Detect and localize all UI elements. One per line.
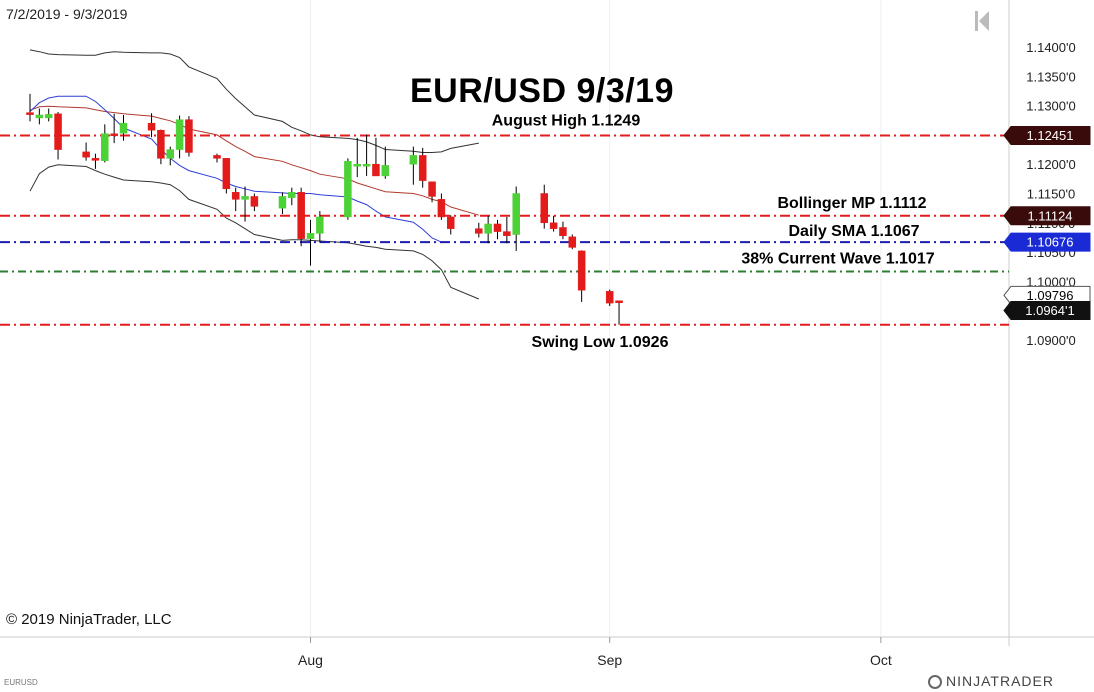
candle-body — [475, 228, 483, 234]
candle-body — [381, 165, 390, 177]
y-tick-label: 1.1300'0 — [1026, 99, 1075, 114]
candle-body — [344, 161, 352, 218]
candle-body — [110, 133, 118, 136]
candle-body — [222, 158, 231, 190]
candle-body — [250, 196, 259, 207]
annotation-daily-sma: Daily SMA 1.1067 — [788, 223, 919, 240]
price-tag-label: 1.0964'1 — [1025, 303, 1074, 318]
price-tag — [1003, 232, 1091, 252]
candle-body — [82, 151, 90, 158]
candle-body — [91, 158, 100, 161]
level-annotations: August High 1.1249 Bollinger MP 1.1112 Dai… — [492, 112, 935, 350]
candle-body — [493, 223, 502, 232]
candle-body — [147, 122, 156, 131]
candle-body — [503, 231, 511, 236]
candle-body — [409, 155, 418, 165]
candle-body — [447, 216, 455, 229]
horizontal-levels — [0, 134, 1009, 326]
candle-body — [213, 155, 221, 159]
candle-body — [540, 193, 548, 224]
candle-body — [512, 193, 520, 235]
candle-body — [549, 222, 558, 229]
candle-body — [316, 216, 324, 234]
instrument-symbol: EURUSD — [4, 678, 38, 687]
candle-body — [577, 250, 586, 291]
candle-body — [297, 192, 305, 239]
y-tick-label: 1.1350'0 — [1026, 69, 1075, 84]
y-tick-label: 1.0900'0 — [1026, 333, 1075, 348]
candle-body — [353, 163, 361, 167]
price-tag — [1003, 206, 1091, 226]
annotation-swing-low: Swing Low 1.0926 — [532, 334, 669, 351]
candle-body — [26, 112, 34, 115]
price-tag — [1003, 300, 1091, 320]
annotation-38-current-wave: 38% Current Wave 1.1017 — [741, 250, 934, 267]
candle-body — [119, 122, 128, 134]
candlesticks — [26, 93, 623, 325]
copyright-text: © 2019 NinjaTrader, LLC — [6, 611, 172, 628]
collapse-panel-icon[interactable] — [974, 10, 990, 32]
candle-body — [166, 149, 174, 159]
y-tick-label: 1.1200'0 — [1026, 157, 1075, 172]
ninjatrader-logo: NINJATRADER — [928, 673, 1054, 689]
daily-sma-line — [29, 95, 442, 243]
date-range: 7/2/2019 - 9/3/2019 — [6, 6, 128, 22]
price-tag-label: 1.09796 — [1027, 288, 1074, 303]
x-axis: Aug Sep Oct — [298, 637, 892, 668]
x-tick-label: Sep — [597, 652, 622, 668]
candle-body — [605, 291, 614, 304]
chart-title: EUR/USD 9/3/19 — [410, 72, 674, 110]
vertical-gridlines — [310, 0, 882, 637]
candle-body — [288, 192, 296, 198]
price-tag — [1003, 125, 1091, 145]
logo-mark-icon — [928, 675, 942, 689]
candle-body — [54, 113, 62, 150]
x-tick-label: Oct — [870, 652, 892, 668]
candle-body — [241, 196, 249, 200]
bollinger-upper-band — [29, 49, 479, 153]
candle-body — [615, 300, 623, 303]
y-tick-label: 1.1150'0 — [1027, 187, 1076, 202]
candle-body — [568, 236, 577, 248]
candle-body — [44, 114, 53, 119]
annotation-august-high: August High 1.1249 — [492, 112, 641, 129]
candle-body — [437, 199, 446, 218]
candle-body — [372, 163, 380, 177]
candle-body — [101, 133, 109, 161]
price-tag-label: 1.10676 — [1027, 235, 1074, 250]
candle-body — [185, 119, 193, 153]
candle-body — [428, 181, 436, 197]
candle-body — [306, 233, 315, 239]
candle-body — [362, 163, 371, 167]
price-tag-label: 1.11124 — [1027, 208, 1072, 223]
candle-body — [418, 155, 427, 181]
logo-text: NINJATRADER — [946, 673, 1054, 689]
indicator-lines — [29, 49, 479, 300]
bollinger-lower-band — [29, 164, 479, 300]
candle-body — [278, 196, 287, 209]
annotation-bollinger-mp: Bollinger MP 1.1112 — [777, 195, 926, 212]
candle-body — [231, 192, 240, 200]
y-tick-label: 1.1400'0 — [1026, 40, 1075, 55]
candle-body — [35, 114, 44, 119]
candle-body — [559, 227, 567, 236]
bollinger-midpoint-line — [29, 105, 479, 216]
candle-body — [175, 119, 184, 150]
candle-body — [157, 129, 165, 159]
x-tick-label: Aug — [298, 652, 323, 668]
y-tick-label: 1.1000'0 — [1026, 274, 1075, 289]
price-tag-label: 1.12451 — [1027, 128, 1074, 143]
candle-body — [484, 223, 492, 234]
